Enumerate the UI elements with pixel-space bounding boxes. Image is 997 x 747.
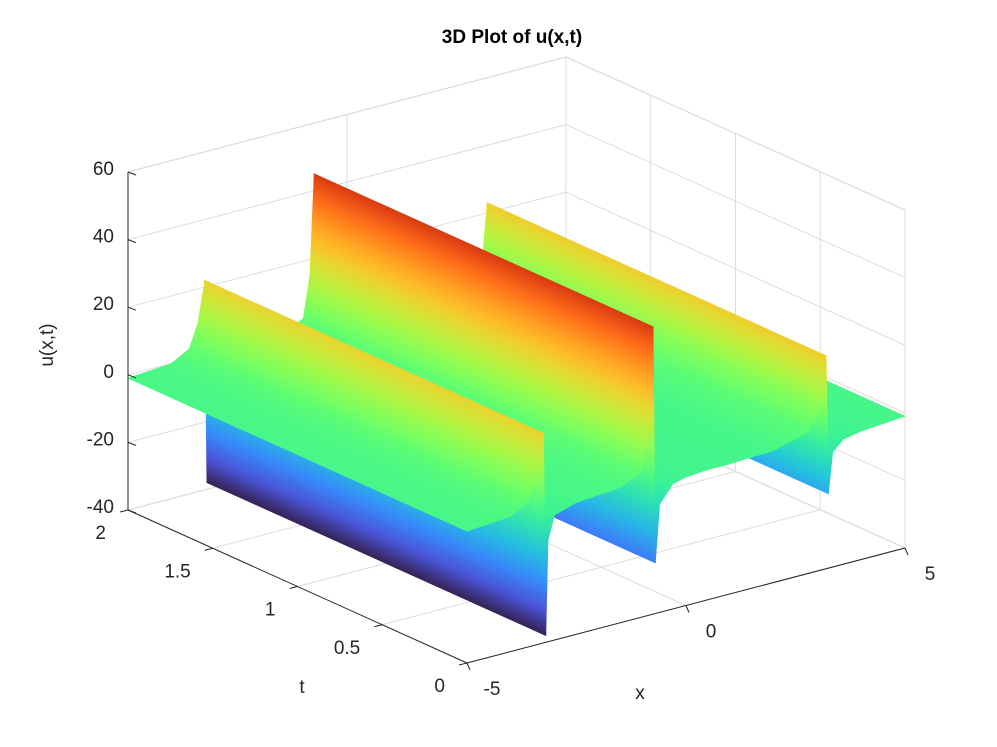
t-tick — [204, 547, 213, 551]
t-tick — [289, 586, 298, 589]
z-tick-label: -20 — [87, 429, 114, 450]
z-tick — [127, 509, 137, 514]
z-tick — [127, 441, 137, 446]
surface-strip — [127, 370, 490, 532]
grid-line — [127, 56, 567, 173]
chart-title: 3D Plot of u(x,t) — [442, 27, 582, 48]
z-tick — [127, 239, 137, 244]
x-tick — [466, 662, 471, 671]
grid-line — [565, 124, 906, 279]
z-tick — [127, 171, 137, 176]
z-tick-label: 60 — [93, 159, 114, 180]
grid-line — [565, 191, 906, 346]
grid-line — [382, 509, 821, 626]
t-tick-label: 0.5 — [334, 638, 360, 659]
x-tick-label: 5 — [925, 564, 936, 585]
t-tick-label: 1 — [265, 600, 276, 621]
x-axis-label: x — [635, 683, 645, 704]
z-tick-label: -40 — [87, 497, 114, 518]
z-tick-label: 0 — [103, 362, 114, 383]
grid-line — [565, 56, 906, 211]
z-tick-label: 40 — [93, 227, 114, 248]
t-tick — [119, 509, 129, 513]
t-tick-label: 2 — [95, 523, 106, 544]
z-tick — [127, 306, 137, 311]
surface — [127, 173, 906, 637]
z-tick-label: 20 — [93, 294, 114, 315]
x-tick-label: -5 — [484, 679, 501, 700]
x-tick — [904, 547, 909, 556]
z-axis-label: u(x,t) — [37, 323, 58, 366]
x-tick — [685, 605, 690, 613]
t-axis-label: t — [299, 677, 305, 698]
t-tick — [374, 624, 383, 628]
grid-line — [127, 124, 567, 241]
t-tick-label: 0 — [434, 676, 445, 697]
t-tick-label: 1.5 — [164, 561, 190, 582]
axes-foreground: -5 0 5 0 0.5 1 1.5 2 -40 -20 0 20 40 60 — [87, 159, 936, 700]
t-tick — [458, 662, 468, 666]
x-tick-label: 0 — [706, 622, 717, 643]
z-tick — [127, 374, 137, 379]
